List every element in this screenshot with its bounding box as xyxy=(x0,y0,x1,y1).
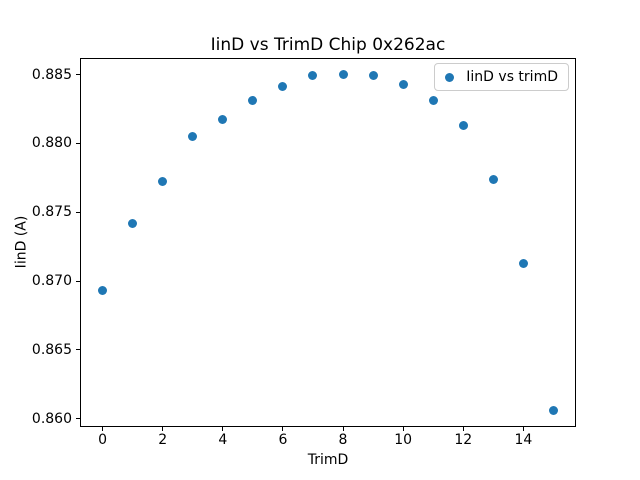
x-tick-label: 14 xyxy=(514,432,533,448)
plot-area xyxy=(80,58,576,427)
y-tick-label: 0.875 xyxy=(31,204,72,221)
y-tick xyxy=(76,280,80,282)
data-point xyxy=(278,82,288,92)
x-tick xyxy=(222,427,224,431)
x-axis-label: TrimD xyxy=(307,452,349,468)
x-tick xyxy=(402,427,404,431)
chart-title: IinD vs TrimD Chip 0x262ac xyxy=(210,35,446,55)
y-tick xyxy=(76,74,80,76)
y-tick-label: 0.885 xyxy=(31,66,72,83)
x-tick-label: 8 xyxy=(338,432,348,448)
data-point xyxy=(98,286,108,296)
x-tick xyxy=(522,427,524,431)
legend-label: IinD vs trimD xyxy=(466,69,558,85)
x-tick xyxy=(162,427,164,431)
x-tick-label: 2 xyxy=(158,432,168,448)
y-tick xyxy=(76,418,80,420)
x-tick-label: 4 xyxy=(218,432,228,448)
x-tick-label: 0 xyxy=(98,432,107,448)
y-tick-label: 0.870 xyxy=(31,273,72,290)
x-tick xyxy=(462,427,464,431)
data-point xyxy=(218,115,228,125)
data-point xyxy=(458,120,468,130)
data-point xyxy=(488,174,498,184)
x-tick xyxy=(342,427,344,431)
legend: IinD vs trimD xyxy=(434,63,569,91)
y-tick-label: 0.865 xyxy=(31,341,72,358)
x-tick-label: 10 xyxy=(394,432,413,448)
y-tick-label: 0.880 xyxy=(31,135,72,152)
data-point xyxy=(518,258,528,268)
data-point xyxy=(428,96,438,106)
x-tick-label: 6 xyxy=(278,432,288,448)
x-tick-label: 12 xyxy=(454,432,473,448)
y-axis-label: IinD (A) xyxy=(13,215,30,269)
y-tick xyxy=(76,142,80,144)
legend-marker-icon xyxy=(445,72,455,82)
y-tick-label: 0.860 xyxy=(31,410,72,427)
data-point xyxy=(398,79,408,89)
data-point xyxy=(188,131,198,141)
x-tick xyxy=(282,427,284,431)
data-point xyxy=(248,96,258,106)
y-tick xyxy=(76,211,80,213)
data-point xyxy=(368,71,378,81)
data-point xyxy=(158,177,168,187)
data-point xyxy=(548,405,558,415)
data-point xyxy=(338,70,348,80)
data-point xyxy=(128,218,138,228)
data-point xyxy=(308,71,318,81)
x-tick xyxy=(102,427,104,431)
y-tick xyxy=(76,349,80,351)
